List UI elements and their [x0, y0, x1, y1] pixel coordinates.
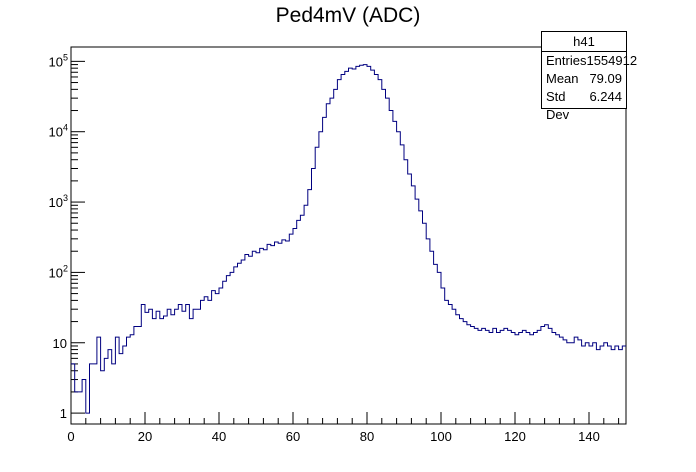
y-tick-label: 105	[49, 52, 68, 69]
stats-stddev-row: Std Dev 6.244	[542, 88, 626, 122]
stats-histogram-name: h41	[542, 32, 626, 52]
stats-entries-row: Entries 1554912	[542, 52, 637, 70]
stats-entries-label: Entries	[546, 53, 587, 68]
plot-frame	[70, 46, 627, 425]
stats-mean-value: 79.09	[589, 71, 622, 86]
histogram-line	[71, 64, 626, 414]
x-tick-label: 100	[430, 429, 452, 444]
y-tick-label: 102	[49, 263, 68, 280]
stats-box: h41 Entries 1554912 Mean 79.09 Std Dev 6…	[541, 31, 637, 122]
x-tick-label: 20	[138, 429, 152, 444]
stats-stddev-value: 6.244	[589, 89, 622, 104]
chart-title: Ped4mV (ADC)	[275, 4, 421, 27]
stats-entries-value: 1554912	[586, 53, 638, 68]
y-tick-label: 10	[53, 336, 67, 351]
y-axis: 1 10 102 103 104 105	[49, 52, 85, 421]
y-tick-label: 103	[49, 193, 68, 210]
stats-mean-row: Mean 79.09	[542, 70, 626, 88]
x-tick-label: 0	[67, 429, 74, 444]
y-tick-label: 104	[49, 123, 68, 140]
y-tick-label: 1	[60, 406, 67, 421]
x-axis: 0 20 40 60 80 100 120 140	[67, 412, 620, 444]
x-tick-label: 80	[360, 429, 374, 444]
stats-stddev-label: Std Dev	[546, 89, 570, 122]
x-tick-label: 120	[504, 429, 526, 444]
x-tick-label: 40	[212, 429, 226, 444]
stats-mean-label: Mean	[546, 71, 579, 86]
x-tick-label: 140	[578, 429, 600, 444]
x-tick-label: 60	[286, 429, 300, 444]
